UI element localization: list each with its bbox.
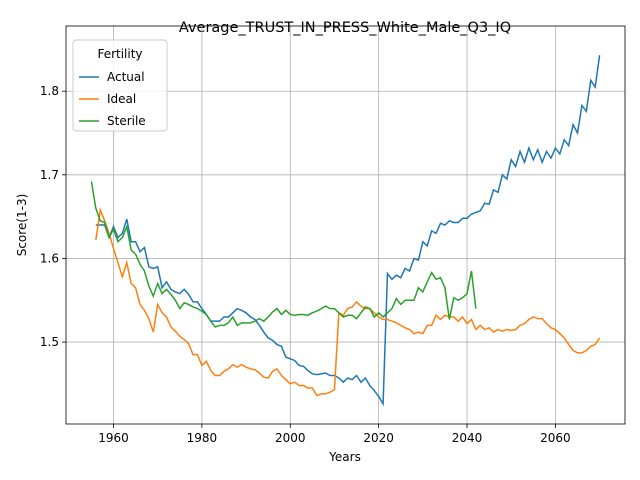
y-tick-label: 1.6 <box>40 251 59 265</box>
legend: Fertility Actual Ideal Sterile <box>72 39 168 132</box>
x-tick-label: 2020 <box>363 431 394 445</box>
legend-label: Actual <box>107 70 145 84</box>
y-axis-label: Score(1-3) <box>15 194 29 257</box>
x-tick-label: 2040 <box>452 431 483 445</box>
x-tick-label: 1960 <box>98 431 129 445</box>
legend-label: Sterile <box>107 114 146 128</box>
legend-title: Fertility <box>97 47 142 61</box>
grid <box>66 26 625 424</box>
plot-lines <box>90 55 601 407</box>
y-tick-label: 1.7 <box>40 168 59 182</box>
x-tick-label: 2060 <box>540 431 571 445</box>
x-tick-label: 2000 <box>275 431 306 445</box>
chart-title: Average_TRUST_IN_PRESS_White_Male_Q3_IQ <box>179 20 511 36</box>
x-axis-label: Years <box>328 450 361 464</box>
series-line <box>90 181 477 328</box>
series-line <box>95 207 601 397</box>
y-tick-label: 1.8 <box>40 84 59 98</box>
y-tick-label: 1.5 <box>40 335 59 349</box>
legend-box <box>72 39 168 132</box>
plot-frame <box>65 25 626 425</box>
legend-label: Ideal <box>107 92 136 106</box>
x-tick-label: 1980 <box>187 431 218 445</box>
series-line <box>95 55 601 407</box>
